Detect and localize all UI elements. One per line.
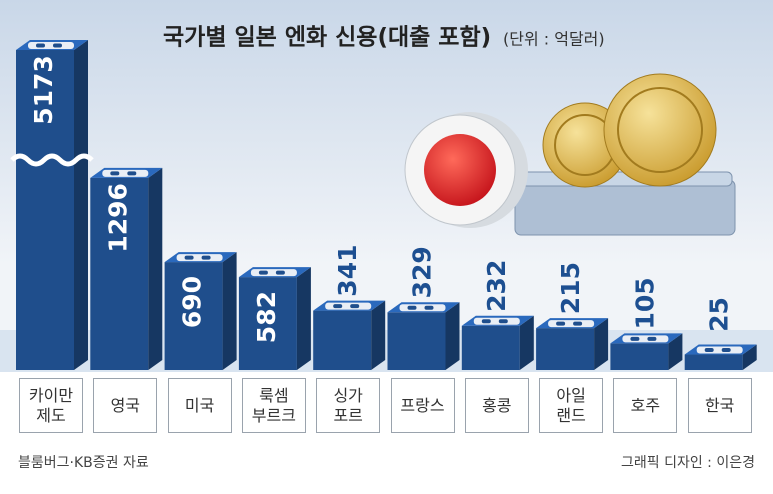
bar-side — [519, 315, 534, 370]
cap-hole — [573, 321, 583, 326]
cap-hole — [481, 319, 491, 324]
value-label: 690 — [178, 276, 207, 328]
category-label: 한국 — [687, 378, 752, 433]
bar-side — [445, 302, 460, 370]
value-label: 105 — [630, 277, 659, 329]
bar — [684, 344, 757, 370]
cap-hole — [407, 305, 417, 310]
cap-hole — [127, 171, 137, 176]
cap-hole — [556, 321, 566, 326]
bar-side — [222, 252, 237, 370]
bar-cap — [473, 317, 520, 325]
bar-front — [684, 354, 743, 370]
bar-cap — [622, 335, 669, 343]
category-label: 호주 — [613, 378, 678, 433]
cap-hole — [36, 43, 45, 48]
bar-front — [536, 328, 595, 370]
cap-hole — [350, 304, 360, 309]
cap-hole — [647, 336, 657, 341]
bar-cap — [399, 304, 446, 312]
cap-hole — [721, 348, 731, 353]
category-label: 미국 — [167, 378, 232, 433]
bar — [238, 267, 311, 370]
axis-break — [10, 153, 94, 167]
bar-front — [387, 312, 446, 370]
chart-title: 국가별 일본 엔화 신용(대출 포함) — [163, 25, 491, 51]
source: 블룸버그·KB증권 자료 — [18, 455, 149, 471]
bar-cap — [176, 254, 223, 262]
bar — [610, 333, 683, 370]
credit: 그래픽 디자인 : 이은경 — [621, 455, 755, 471]
cap-hole — [184, 255, 194, 260]
bar-side — [594, 318, 609, 370]
value-label: 5173 — [29, 55, 58, 125]
bar-cap — [548, 320, 595, 328]
value-label: 341 — [333, 245, 362, 297]
cap-hole — [110, 171, 120, 176]
bar-side — [296, 267, 311, 370]
category-label: 카이만 제도 — [19, 378, 83, 433]
bar-front — [238, 277, 297, 370]
category-label: 영국 — [93, 378, 158, 433]
bar-cap — [28, 42, 74, 49]
bar-side — [74, 40, 88, 370]
bar — [164, 252, 237, 370]
bar-front — [164, 262, 223, 370]
value-label: 1296 — [103, 183, 132, 253]
cap-hole — [498, 319, 508, 324]
bar — [10, 40, 94, 370]
bar-side — [148, 167, 163, 370]
unit-note: (단위 : 억달러) — [503, 30, 605, 49]
value-label: 329 — [408, 246, 437, 298]
bar-front — [461, 325, 520, 370]
bar-cap — [102, 169, 149, 177]
cap-hole — [704, 348, 714, 353]
bar-side — [668, 333, 683, 370]
bar-front — [313, 310, 372, 370]
cap-hole — [424, 305, 434, 310]
bar-cap — [250, 269, 297, 277]
bar-front — [610, 343, 669, 370]
category-label: 홍콩 — [464, 378, 529, 433]
illustration — [404, 73, 736, 236]
value-label: 582 — [252, 291, 281, 343]
bar — [90, 167, 163, 370]
bar-side — [742, 344, 757, 370]
bar-cap — [696, 346, 743, 354]
bar-front — [90, 177, 149, 370]
bar-side — [371, 300, 386, 370]
category-label: 싱가 포르 — [316, 378, 381, 433]
bar — [536, 318, 609, 370]
bar — [461, 315, 534, 370]
cap-hole — [258, 270, 268, 275]
cap-hole — [275, 270, 285, 275]
bar-cap — [325, 302, 372, 310]
category-label: 프랑스 — [390, 378, 455, 433]
bar — [387, 302, 460, 370]
cap-hole — [630, 336, 640, 341]
value-label: 232 — [482, 260, 511, 312]
bar-front — [16, 50, 74, 370]
category-label: 룩셈 부르크 — [241, 378, 306, 433]
bar — [313, 300, 386, 370]
cap-hole — [333, 304, 343, 309]
value-label: 25 — [705, 297, 734, 332]
category-label: 아일 랜드 — [539, 378, 604, 433]
value-label: 215 — [556, 262, 585, 314]
cap-hole — [53, 43, 62, 48]
cap-hole — [201, 255, 211, 260]
